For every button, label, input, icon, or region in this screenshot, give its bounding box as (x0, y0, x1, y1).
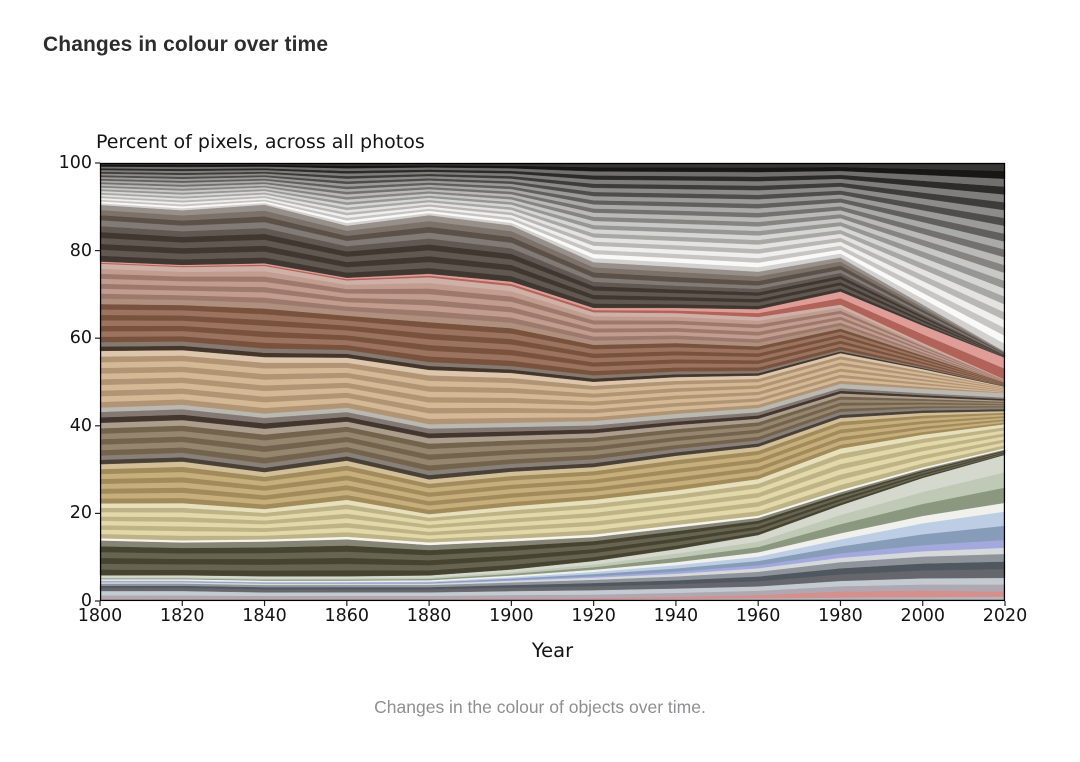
x-tick-label: 1820 (159, 606, 205, 626)
plot-border (100, 163, 1005, 601)
y-tick-label: 100 (58, 153, 92, 173)
x-tick-label: 1880 (406, 606, 452, 626)
chart-subtitle: Percent of pixels, across all photos (96, 131, 425, 153)
x-tick-label: 1940 (653, 606, 699, 626)
x-tick-label: 2000 (900, 606, 945, 626)
y-tick-label: 60 (69, 328, 92, 349)
x-tick-label: 1800 (77, 606, 123, 626)
x-tick-label: 2020 (982, 606, 1028, 626)
x-axis-label: Year (531, 639, 574, 662)
chart-canvas (95, 162, 1006, 606)
x-tick-label: 1960 (735, 606, 781, 626)
y-tick-label: 0 (80, 591, 92, 611)
y-tick-label: 80 (69, 240, 92, 261)
x-tick-label: 1980 (818, 606, 863, 626)
x-tick-label: 1840 (242, 606, 287, 626)
x-tick-label: 1920 (571, 606, 616, 626)
y-tick-label: 40 (69, 415, 92, 436)
x-tick-label: 1900 (489, 606, 534, 626)
x-tick-label: 1860 (324, 606, 370, 626)
chart-caption: Changes in the colour of objects over ti… (374, 697, 706, 717)
y-tick-label: 20 (69, 503, 92, 524)
color-stacked-area-chart: Percent of pixels, across all photos 0 20… (58, 131, 1028, 662)
page-title: Changes in colour over time (43, 33, 329, 56)
